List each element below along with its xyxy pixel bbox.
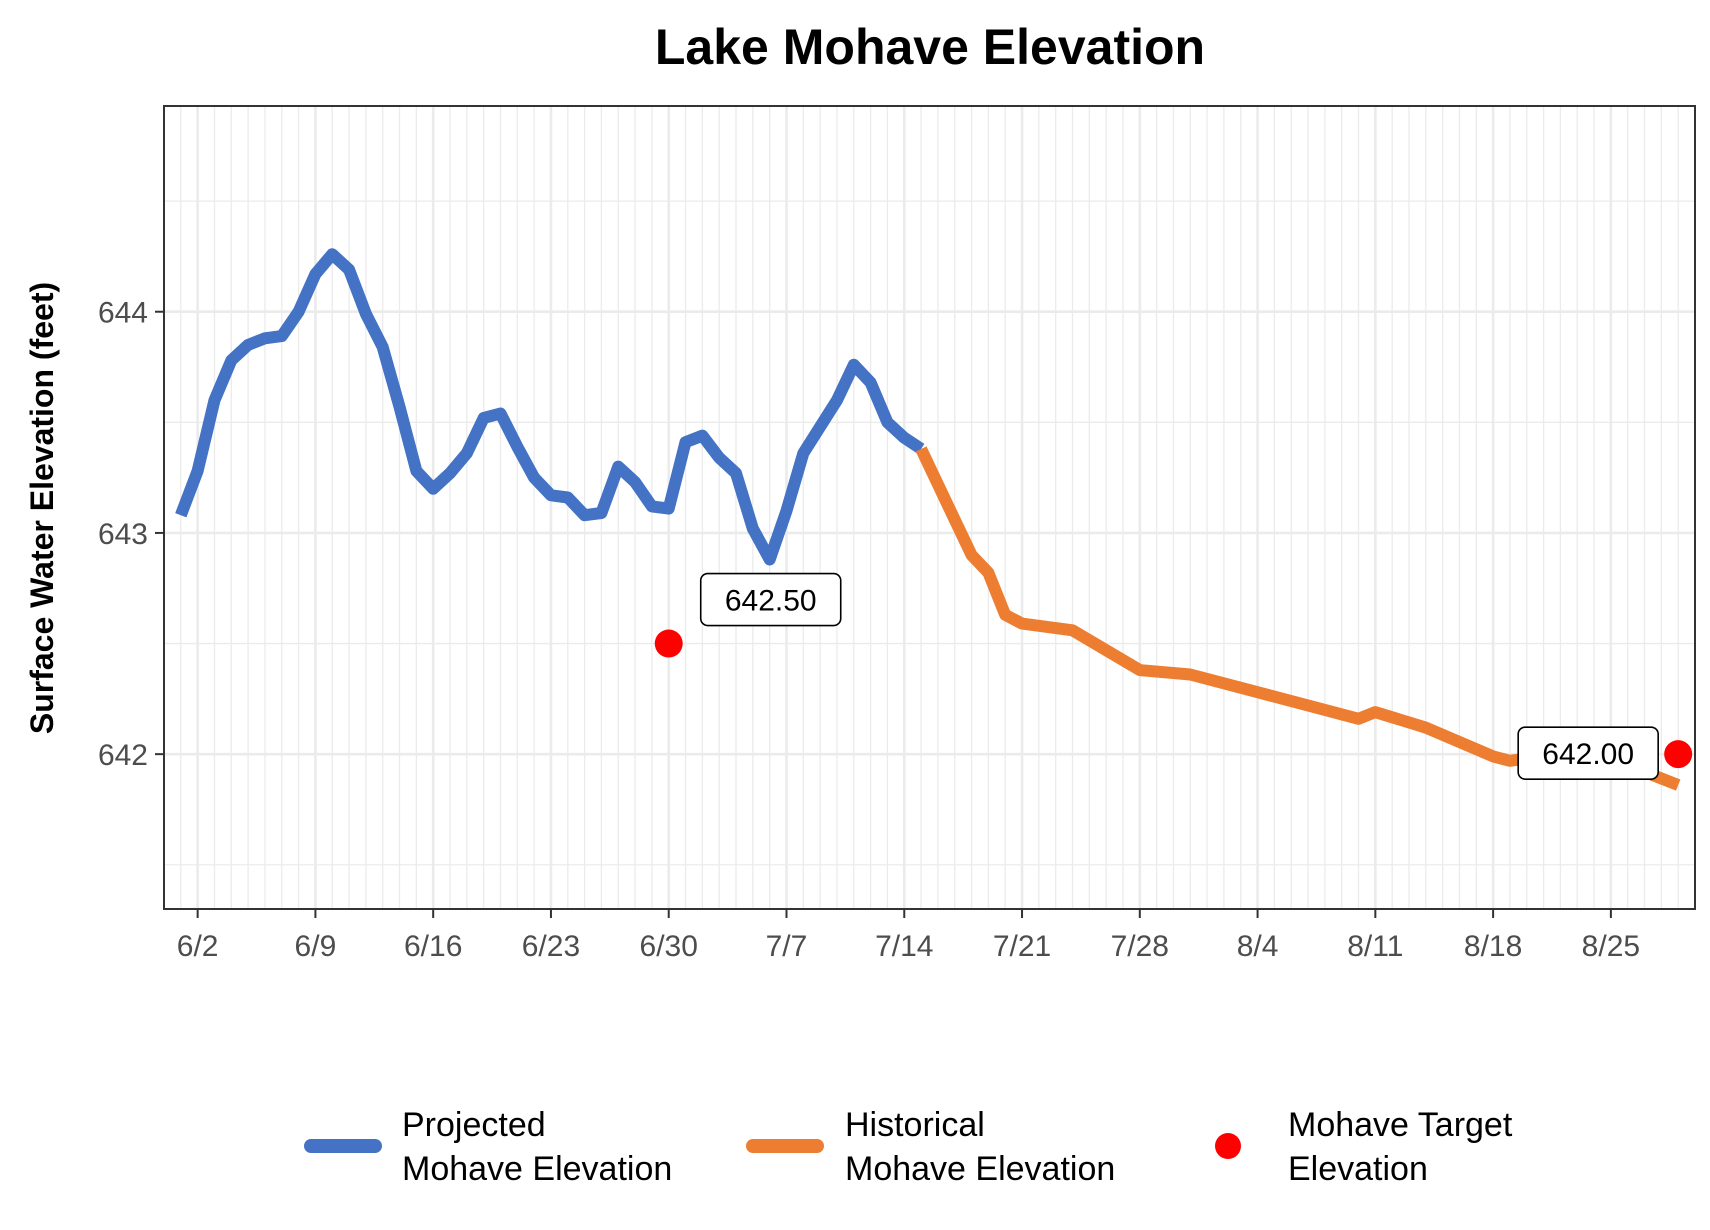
minor-gridlines: [163, 106, 1696, 909]
legend-target: Mohave Target Elevation: [1215, 1106, 1513, 1188]
legend-label: Projected Mohave Elevation: [402, 1106, 672, 1188]
target-label: 642.00: [1517, 726, 1659, 780]
y-tick-label: 642: [98, 739, 148, 772]
y-tick-label: 643: [98, 518, 148, 551]
legend-label: Historical Mohave Elevation: [845, 1106, 1115, 1188]
target-label: 642.50: [699, 572, 842, 627]
x-tick-label: 7/14: [875, 930, 933, 963]
x-tick-label: 8/18: [1464, 930, 1522, 963]
x-tick-label: 6/2: [177, 930, 219, 963]
target-label-box: [1517, 726, 1659, 780]
target-annotations: 642.50 642.00: [699, 572, 1659, 780]
x-axis: 6/2 6/9 6/16 6/23 6/30 7/7 7/14 7/21 7/28 8/4 8/11…: [177, 909, 1640, 963]
y-tick-label: 644: [98, 297, 148, 330]
legend: Projected Mohave Elevation Historical Mohav…: [304, 1106, 1513, 1188]
x-tick-label: 8/25: [1582, 930, 1640, 963]
x-tick-label: 6/23: [522, 930, 580, 963]
legend-historical: Historical Mohave Elevation: [746, 1106, 1115, 1188]
projected-series-line: [175, 248, 925, 566]
legend-key-dot: [1215, 1133, 1241, 1159]
legend-label: Mohave Target Elevation: [1288, 1106, 1513, 1188]
legend-projected: Projected Mohave Elevation: [304, 1106, 672, 1188]
x-tick-label: 7/21: [993, 930, 1051, 963]
series-layer: [175, 248, 1681, 791]
x-tick-label: 8/11: [1347, 930, 1403, 963]
y-axis-label: Surface Water Elevation (feet): [24, 282, 60, 734]
target-point: [1664, 740, 1693, 769]
x-tick-label: 6/16: [404, 930, 462, 963]
chart-title: Lake Mohave Elevation: [655, 19, 1205, 75]
historical-series-line: [915, 446, 1681, 791]
target-label-text: 642.00: [1542, 738, 1634, 771]
x-tick-label: 6/9: [295, 930, 337, 963]
target-label-text: 642.50: [725, 585, 817, 618]
plot-panel-border: [163, 105, 1696, 910]
target-point: [654, 629, 683, 658]
x-tick-label: 6/30: [640, 930, 698, 963]
target-markers: [654, 629, 1693, 769]
y-axis: 642 643 644: [98, 297, 164, 772]
major-gridlines: [164, 106, 1695, 909]
x-tick-label: 8/4: [1237, 930, 1279, 963]
x-tick-label: 7/28: [1111, 930, 1169, 963]
target-label-box: [699, 572, 842, 627]
x-tick-label: 7/7: [766, 930, 808, 963]
